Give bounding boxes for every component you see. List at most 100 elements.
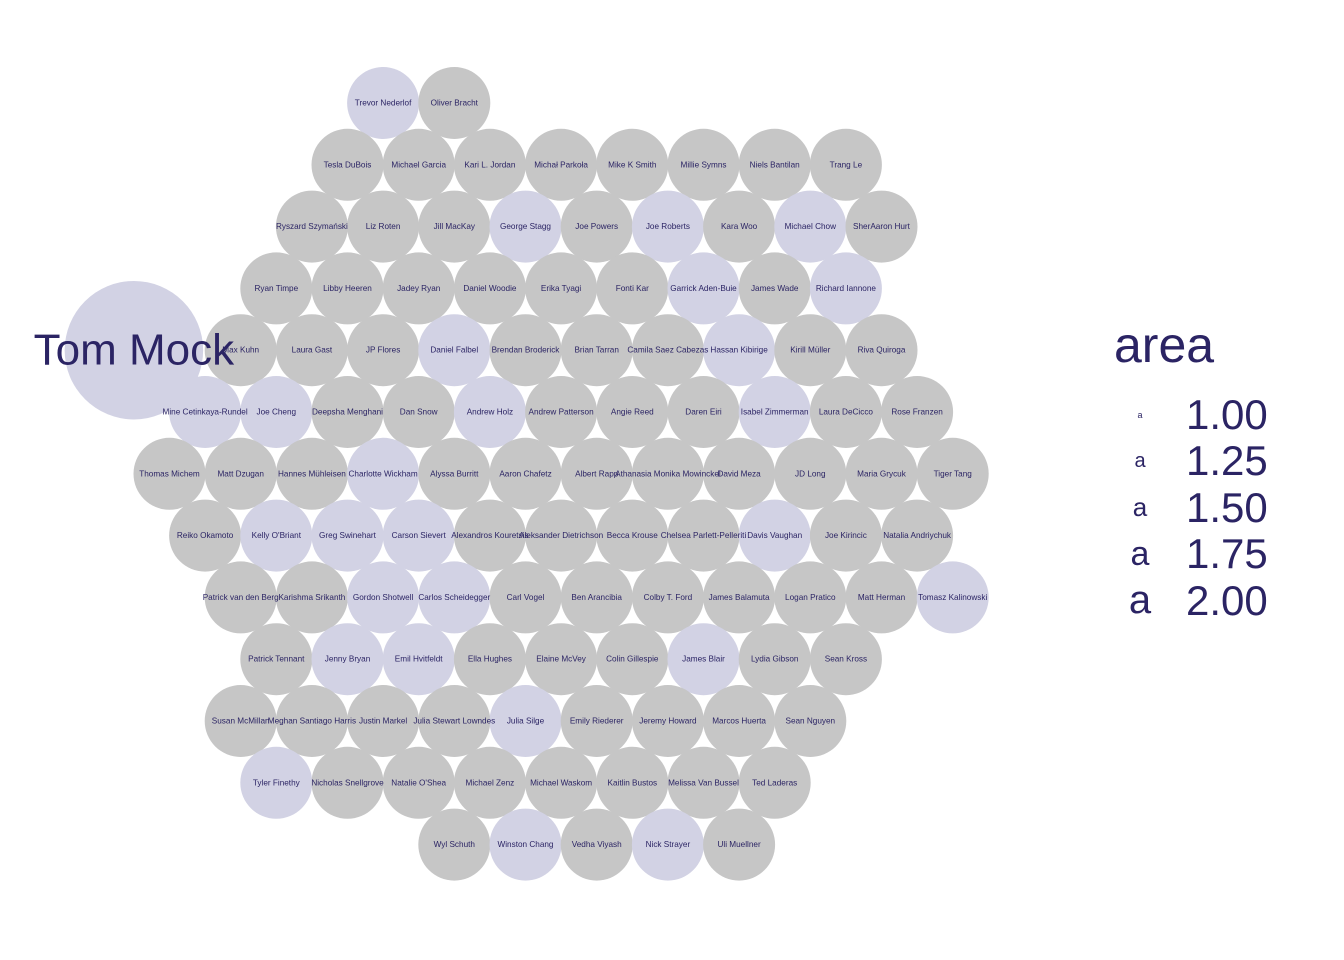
- bubble-matt-herman: [845, 561, 918, 634]
- bubble-label-daniel-woodie: Daniel Woodie: [463, 284, 517, 293]
- bubble-susan-mcmillan: [204, 685, 277, 757]
- bubble-label-laura-decicco: Laura DeCicco: [819, 408, 874, 417]
- bubble-ted-laderas: [738, 746, 811, 819]
- bubble-james-wade: [738, 252, 811, 325]
- bubble-label-jeremy-howard: Jeremy Howard: [639, 717, 697, 726]
- bubble-label-joe-powers: Joe Powers: [575, 222, 618, 231]
- bubble-label-millie-symns: Millie Symns: [681, 160, 727, 169]
- bubble-chelsea-parlett-pelleriti: [667, 499, 740, 572]
- legend-key-glyph: a: [1137, 410, 1143, 421]
- bubble-label-michael-chow: Michael Chow: [785, 222, 837, 231]
- bubble-colin-gillespie: [596, 623, 669, 696]
- bubble-julia-silge: [489, 685, 562, 757]
- bubble-label-liz-roten: Liz Roten: [366, 222, 401, 231]
- bubble-label-tyler-finethy: Tyler Finethy: [253, 778, 301, 787]
- bubble-angie-reed: [596, 376, 669, 448]
- bubble-label-michael-zenz: Michael Zenz: [466, 778, 515, 787]
- bubble-label-albert-rapp: Albert Rapp: [575, 469, 619, 478]
- bubble-ryszard-szymanski: [275, 190, 348, 263]
- bubble-label-thomas-michem: Thomas Michem: [139, 469, 200, 478]
- legend-key-glyph: a: [1132, 492, 1148, 523]
- legend-value: 1.25: [1186, 437, 1268, 485]
- legend: area a 1.00 a 1.25 a 1.50 a 1.75 a 2.00: [1110, 312, 1330, 624]
- bubble-label-justin-markel: Justin Markel: [359, 717, 407, 726]
- bubble-tesla-dubois: [311, 128, 384, 201]
- bubble-marcos-huerta: [703, 685, 776, 757]
- bubble-charlotte-wickham: [347, 437, 420, 510]
- bubble-erika-tyagi: [525, 252, 598, 325]
- legend-item: a 1.50: [1110, 484, 1330, 531]
- bubble-label-aaron-chafetz: Aaron Chafetz: [499, 469, 551, 478]
- bubble-nick-strayer: [631, 808, 704, 881]
- bubble-lydia-gibson: [738, 623, 811, 696]
- bubble-label-elaine-mcvey: Elaine McVey: [536, 655, 587, 664]
- bubble-tom-mock: [64, 280, 204, 420]
- bubble-albert-rapp: [560, 437, 633, 510]
- legend-rows: a 1.00 a 1.25 a 1.50 a 1.75 a 2.00: [1110, 391, 1330, 624]
- bubble-label-james-wade: James Wade: [751, 284, 799, 293]
- bubble-hassan-kibirige: [703, 314, 776, 387]
- bubble-brendan-broderick: [489, 314, 562, 387]
- bubble-label-riva-quiroga: Riva Quiroga: [858, 346, 906, 355]
- bubble-label-patrick-van-den-berg: Patrick van den Berg: [203, 593, 279, 602]
- legend-value: 1.00: [1186, 391, 1268, 438]
- bubble-sheraaron-hurt: [845, 190, 918, 263]
- bubble-label-kara-woo: Kara Woo: [721, 222, 758, 231]
- bubble-label-kari-l-jordan: Kari L. Jordan: [464, 160, 515, 169]
- bubble-label-patrick-tennant: Patrick Tennant: [248, 655, 305, 664]
- bubble-label-michael-garcia: Michael Garcia: [391, 160, 446, 169]
- bubble-label-emily-riederer: Emily Riederer: [570, 717, 624, 726]
- bubble-justin-markel: [347, 685, 420, 757]
- bubble-label-greg-swinehart: Greg Swinehart: [319, 531, 377, 540]
- bubble-niels-bantilan: [738, 128, 811, 201]
- bubble-libby-heeren: [311, 252, 384, 325]
- bubble-label-kaitlin-bustos: Kaitlin Bustos: [607, 778, 657, 787]
- bubble-jp-flores: [347, 314, 420, 387]
- bubble-label-james-balamuta: James Balamuta: [709, 593, 770, 602]
- bubble-natalia-andriychuk: [881, 499, 954, 572]
- bubble-brian-tarran: [560, 314, 633, 387]
- bubble-joe-powers: [560, 190, 633, 263]
- bubble-label-aleksander-dietrichson: Aleksander Dietrichson: [519, 531, 604, 540]
- bubble-max-kuhn: [204, 314, 277, 387]
- legend-item: a 1.75: [1110, 530, 1330, 578]
- bubble-label-james-blair: James Blair: [682, 655, 725, 664]
- bubble-kari-l-jordan: [453, 128, 526, 201]
- bubble-jd-long: [774, 437, 847, 510]
- bubble-group: [64, 67, 989, 881]
- bubble-label-joe-cheng: Joe Cheng: [256, 408, 296, 417]
- bubble-label-carson-sievert: Carson Sievert: [392, 531, 447, 540]
- bubble-label-daren-eiri: Daren Eiri: [685, 408, 722, 417]
- bubble-label-hannes-muhleisen: Hannes Mühleisen: [278, 469, 346, 478]
- bubble-millie-symns: [667, 128, 740, 201]
- bubble-label-marcos-huerta: Marcos Huerta: [712, 717, 766, 726]
- bubble-camila-saez-cabezas: [631, 314, 704, 387]
- bubble-maria-grycuk: [845, 437, 918, 510]
- bubble-label-micha-parko-a: Michał Parkoła: [534, 160, 588, 169]
- bubble-kelly-o-briant: [240, 499, 313, 572]
- bubble-aleksander-dietrichson: [525, 499, 598, 572]
- bubble-label-becca-krouse: Becca Krouse: [607, 531, 658, 540]
- bubble-label-kirill-muller: Kirill Müller: [790, 346, 830, 355]
- bubble-label-camila-saez-cabezas: Camila Saez Cabezas: [627, 346, 708, 355]
- bubble-alexandros-kouretsis: [453, 499, 526, 572]
- bubble-julia-stewart-lowndes: [418, 685, 491, 757]
- bubble-label-tesla-dubois: Tesla DuBois: [324, 160, 372, 169]
- bubble-greg-swinehart: [311, 499, 384, 572]
- bubble-label-erika-tyagi: Erika Tyagi: [541, 284, 582, 293]
- bubble-label-winston-chang: Winston Chang: [498, 840, 554, 849]
- bubble-davis-vaughan: [738, 499, 811, 572]
- bubble-label-charlotte-wickham: Charlotte Wickham: [349, 469, 418, 478]
- bubble-label-mine-cetinkaya-rundel: Mine Cetinkaya-Rundel: [163, 408, 248, 417]
- bubble-carlos-scheidegger: [418, 561, 491, 634]
- bubble-label-rose-franzen: Rose Franzen: [891, 408, 943, 417]
- bubble-label-tom-mock: Tom Mock: [34, 326, 235, 375]
- bubble-label-jenny-bryan: Jenny Bryan: [325, 655, 371, 664]
- bubble-label-richard-iannone: Richard Iannone: [816, 284, 877, 293]
- bubble-oliver-bracht: [418, 67, 491, 139]
- legend-value: 1.75: [1186, 530, 1268, 578]
- bubble-label-brian-tarran: Brian Tarran: [574, 346, 619, 355]
- bubble-label-lydia-gibson: Lydia Gibson: [751, 655, 799, 664]
- bubble-laura-decicco: [809, 376, 882, 448]
- bubble-david-meza: [703, 437, 776, 510]
